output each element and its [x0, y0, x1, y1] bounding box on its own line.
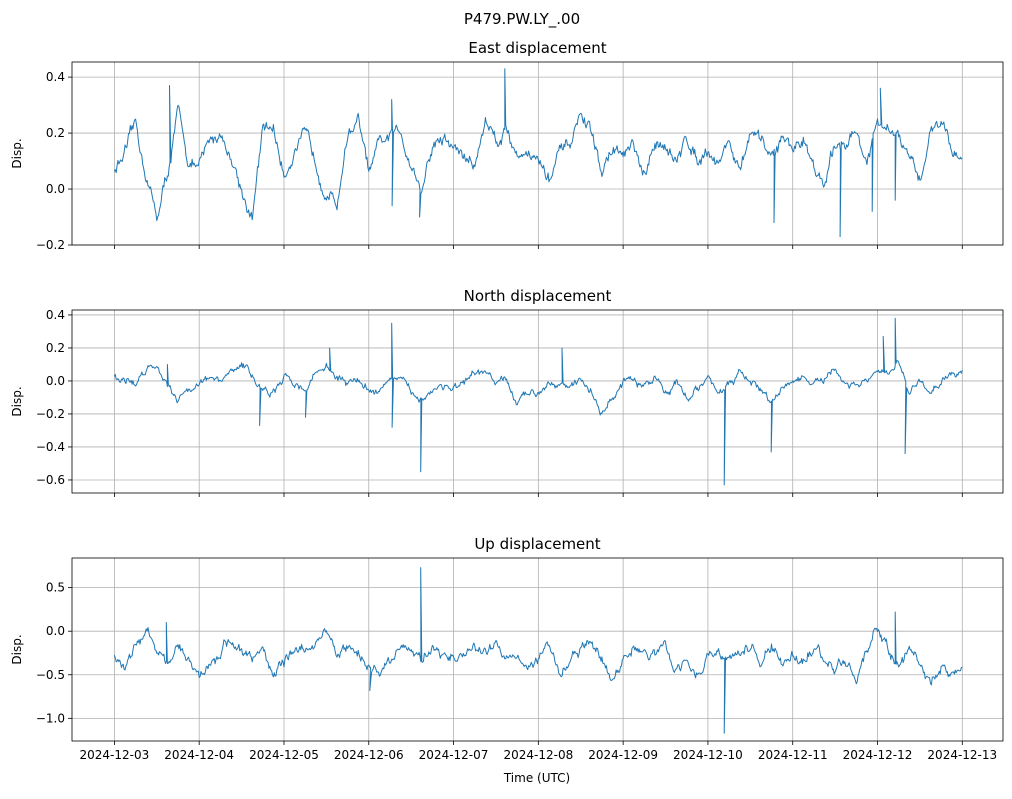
y-tick-label: 0.0: [46, 182, 65, 196]
y-tick-label: −0.4: [36, 440, 65, 454]
subplot-title: Up displacement: [474, 535, 600, 553]
x-tick-label: 2024-12-11: [758, 748, 828, 762]
y-tick-label: −0.6: [36, 473, 65, 487]
y-tick-label: −0.2: [36, 238, 65, 252]
series-line: [113, 317, 963, 486]
axes-frame: [71, 309, 1004, 494]
axes-frame: [71, 61, 1004, 246]
y-tick-label: 0.0: [46, 624, 65, 638]
y-axis-label: Disp.: [10, 386, 24, 416]
x-tick-label: 2024-12-06: [334, 748, 404, 762]
subplot-east: −0.2 0.0 0.2 0.4 East displacement Disp.: [10, 39, 1004, 252]
x-tick-label: 2024-12-03: [80, 748, 150, 762]
y-tick-label: −0.5: [36, 668, 65, 682]
y-tick-label: −0.2: [36, 407, 65, 421]
x-tick-label: 2024-12-08: [503, 748, 573, 762]
y-tick-label: 0.4: [46, 70, 65, 84]
y-tick-label: 0.5: [46, 581, 65, 595]
x-tick-label: 2024-12-04: [164, 748, 234, 762]
subplot-north: −0.6 −0.4 −0.2 0.0 0.2 0.4 North displacement D…: [10, 287, 1004, 497]
y-tick-label: −1.0: [36, 711, 65, 725]
x-tick-label: 2024-12-09: [588, 748, 658, 762]
x-tick-label: 2024-12-10: [673, 748, 743, 762]
y-axis-label: Disp.: [10, 138, 24, 168]
x-tick-label: 2024-12-05: [249, 748, 319, 762]
y-tick-label: 0.0: [46, 374, 65, 388]
y-tick-label: 0.2: [46, 126, 65, 140]
y-tick-label: 0.4: [46, 308, 65, 322]
x-tick-label: 2024-12-13: [927, 748, 997, 762]
x-axis-label: Time (UTC): [503, 771, 570, 785]
subplot-title: North displacement: [464, 287, 612, 305]
y-tick-label: 0.2: [46, 341, 65, 355]
figure-title: P479.PW.LY_.00: [464, 10, 580, 29]
series-line: [113, 567, 963, 734]
subplot-up: 2024-12-03 2024-12-04 2024-12-05 2024-12-06…: [10, 535, 1004, 762]
subplot-title: East displacement: [468, 39, 606, 57]
series-line: [113, 68, 963, 238]
x-tick-label: 2024-12-12: [843, 748, 913, 762]
axes-frame: [71, 557, 1004, 742]
y-axis-label: Disp.: [10, 634, 24, 664]
x-tick-label: 2024-12-07: [419, 748, 489, 762]
